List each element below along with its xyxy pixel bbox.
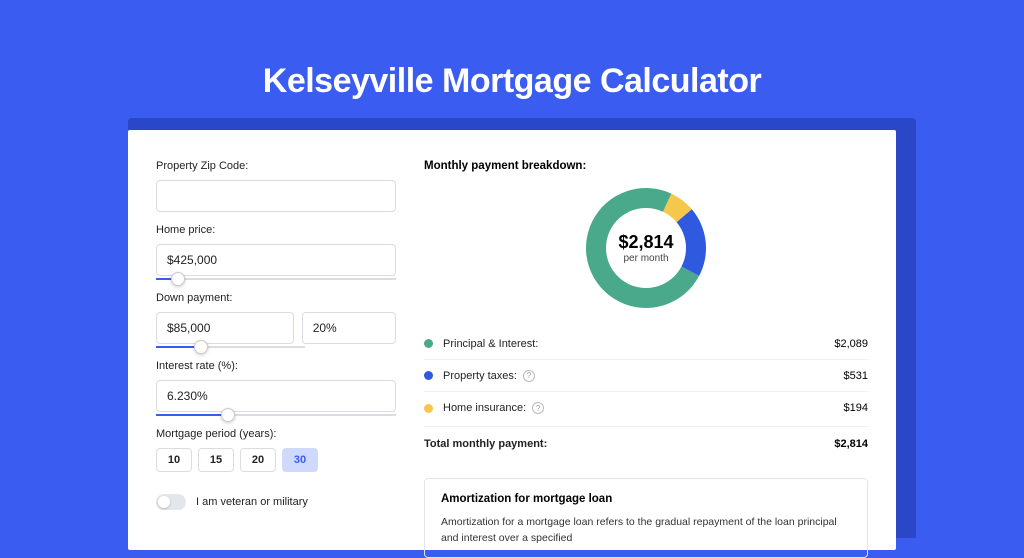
donut-sub: per month [623,253,668,264]
amortization-box: Amortization for mortgage loan Amortizat… [424,478,868,558]
breakdown-title: Monthly payment breakdown: [424,160,868,172]
payment-donut-chart: $2,814 per month [584,186,708,310]
amortization-text: Amortization for a mortgage loan refers … [441,515,851,547]
down-payment-input[interactable] [156,312,294,344]
info-icon[interactable]: ? [523,370,535,382]
legend-swatch [424,404,433,413]
legend-label: Home insurance: [443,402,526,414]
legend-value: $194 [844,402,868,414]
veteran-label: I am veteran or military [196,496,308,508]
total-label: Total monthly payment: [424,438,547,450]
breakdown-panel: Monthly payment breakdown: $2,814 per mo… [424,154,868,526]
legend-label: Property taxes: [443,370,517,382]
info-icon[interactable]: ? [532,402,544,414]
legend-value: $2,089 [834,338,868,350]
slider-thumb[interactable] [171,272,185,286]
legend-label: Principal & Interest: [443,338,538,350]
calculator-card: Property Zip Code: Home price: Down paym… [128,130,896,550]
slider-thumb[interactable] [194,340,208,354]
slider-thumb[interactable] [221,408,235,422]
period-label: Mortgage period (years): [156,428,396,440]
form-panel: Property Zip Code: Home price: Down paym… [156,154,396,526]
donut-amount: $2,814 [618,232,673,253]
down-payment-pct-input[interactable] [302,312,396,344]
page-title: Kelseyville Mortgage Calculator [0,0,1024,129]
zip-input[interactable] [156,180,396,212]
period-option-20[interactable]: 20 [240,448,276,472]
down-payment-slider[interactable] [156,346,305,348]
period-option-30[interactable]: 30 [282,448,318,472]
down-payment-label: Down payment: [156,292,396,304]
amortization-title: Amortization for mortgage loan [441,493,851,505]
period-option-15[interactable]: 15 [198,448,234,472]
legend-row: Property taxes:? $531 [424,360,868,392]
legend-swatch [424,371,433,380]
total-row: Total monthly payment: $2,814 [424,426,868,460]
interest-input[interactable] [156,380,396,412]
period-option-10[interactable]: 10 [156,448,192,472]
legend-swatch [424,339,433,348]
legend-row: Home insurance:? $194 [424,392,868,424]
home-price-slider[interactable] [156,278,396,280]
legend-value: $531 [844,370,868,382]
total-value: $2,814 [834,438,868,450]
interest-slider[interactable] [156,414,396,416]
period-options: 10152030 [156,448,396,472]
veteran-toggle[interactable] [156,494,186,510]
home-price-input[interactable] [156,244,396,276]
interest-label: Interest rate (%): [156,360,396,372]
zip-label: Property Zip Code: [156,160,396,172]
home-price-label: Home price: [156,224,396,236]
legend-row: Principal & Interest: $2,089 [424,328,868,360]
